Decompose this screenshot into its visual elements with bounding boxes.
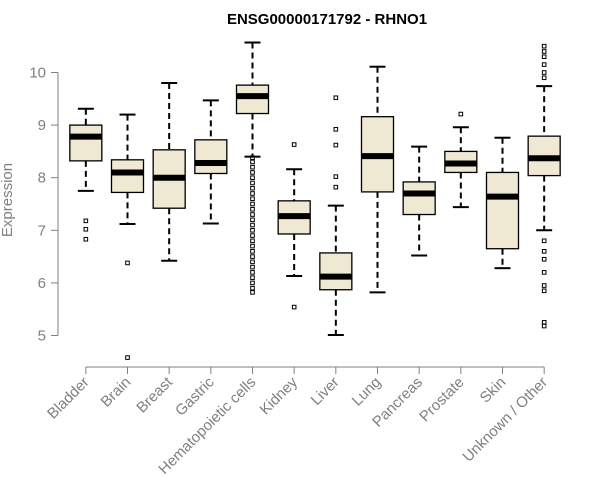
outlier-point: [83, 226, 89, 232]
outlier-point: [250, 249, 255, 254]
outlier-point: [250, 212, 255, 217]
x-tick-label: Skin: [477, 374, 510, 407]
outlier-point: [125, 355, 130, 360]
outlier-point: [83, 236, 89, 242]
iqr-box: [485, 171, 520, 250]
iqr-box: [194, 139, 228, 175]
iqr-box: [69, 124, 103, 162]
outlier-point: [541, 288, 547, 294]
box-prostate: [444, 111, 478, 209]
outlier-point: [333, 184, 339, 190]
outlier-point: [250, 275, 255, 280]
x-tick-label: Lung: [349, 374, 385, 410]
boxes-group: [69, 41, 561, 360]
outlier-point: [541, 62, 547, 67]
box-gastric: [194, 99, 228, 225]
y-axis-label: Expression: [0, 163, 16, 237]
outlier-point: [250, 290, 255, 295]
outlier-point: [250, 196, 255, 202]
outlier-point: [250, 201, 255, 207]
x-tick-label: Breast: [133, 373, 176, 416]
outlier-point: [250, 191, 255, 196]
iqr-box: [319, 252, 353, 291]
box-pancreas: [402, 145, 436, 257]
outlier-point: [541, 238, 547, 244]
outlier-point: [333, 142, 339, 148]
outlier-point: [250, 155, 255, 161]
y-tick-label: 9: [38, 117, 46, 134]
outlier-point: [250, 217, 255, 223]
x-tick-label: Prostate: [416, 374, 468, 426]
outlier-point: [541, 270, 547, 275]
outlier-point: [541, 43, 547, 49]
outlier-point: [541, 70, 547, 75]
outlier-point: [250, 280, 255, 286]
outlier-point: [541, 54, 547, 60]
outlier-point: [250, 175, 255, 180]
outlier-point: [458, 111, 464, 117]
iqr-box: [402, 181, 436, 216]
outlier-point: [291, 142, 297, 147]
outlier-point: [250, 259, 255, 265]
outlier-point: [291, 304, 297, 310]
outlier-point: [250, 285, 255, 291]
box-bladder: [69, 107, 103, 242]
outlier-point: [541, 49, 547, 54]
outlier-point: [333, 127, 339, 132]
box-kidney: [277, 142, 311, 310]
x-tick-label: Brain: [98, 374, 135, 411]
y-tick-label: 7: [38, 222, 46, 239]
outlier-point: [250, 164, 255, 170]
outlier-point: [250, 264, 255, 270]
outlier-point: [541, 323, 547, 329]
box-lung: [360, 65, 395, 294]
iqr-box: [110, 159, 145, 194]
iqr-box: [235, 84, 270, 115]
outlier-point: [250, 254, 255, 259]
outlier-point: [541, 75, 547, 81]
y-tick-label: 8: [38, 170, 46, 187]
outlier-point: [250, 238, 255, 244]
outlier-point: [541, 283, 547, 288]
box-breast: [152, 82, 186, 262]
outlier-point: [250, 180, 255, 186]
box-liver: [319, 95, 353, 336]
y-tick-label: 10: [29, 65, 46, 82]
x-tick-label: Liver: [308, 374, 343, 409]
outlier-point: [250, 185, 255, 191]
x-tick-label: Bladder: [44, 374, 93, 423]
y-tick-label: 5: [38, 328, 46, 345]
outlier-point: [250, 170, 255, 175]
outlier-point: [250, 233, 255, 238]
outlier-point: [250, 206, 255, 212]
chart-title: ENSG00000171792 - RHNO1: [227, 11, 427, 28]
outlier-point: [250, 243, 255, 249]
outlier-point: [250, 222, 255, 228]
outlier-point: [250, 159, 255, 165]
box-skin: [485, 136, 520, 270]
outlier-point: [333, 95, 339, 101]
y-axis: 5 6 7 8 9 10: [29, 65, 59, 345]
box-hematopoietic-cells: [235, 41, 270, 295]
outlier-point: [333, 174, 339, 179]
box-unknown-other: [527, 43, 561, 329]
outlier-point: [125, 260, 130, 266]
x-tick-label: Kidney: [257, 373, 302, 418]
outlier-point: [541, 320, 547, 325]
outlier-point: [541, 256, 547, 262]
outlier-point: [250, 270, 255, 275]
outlier-point: [541, 249, 547, 254]
box-brain: [110, 113, 145, 360]
outlier-point: [250, 228, 255, 233]
outlier-point: [83, 218, 89, 224]
y-tick-label: 6: [38, 275, 46, 292]
